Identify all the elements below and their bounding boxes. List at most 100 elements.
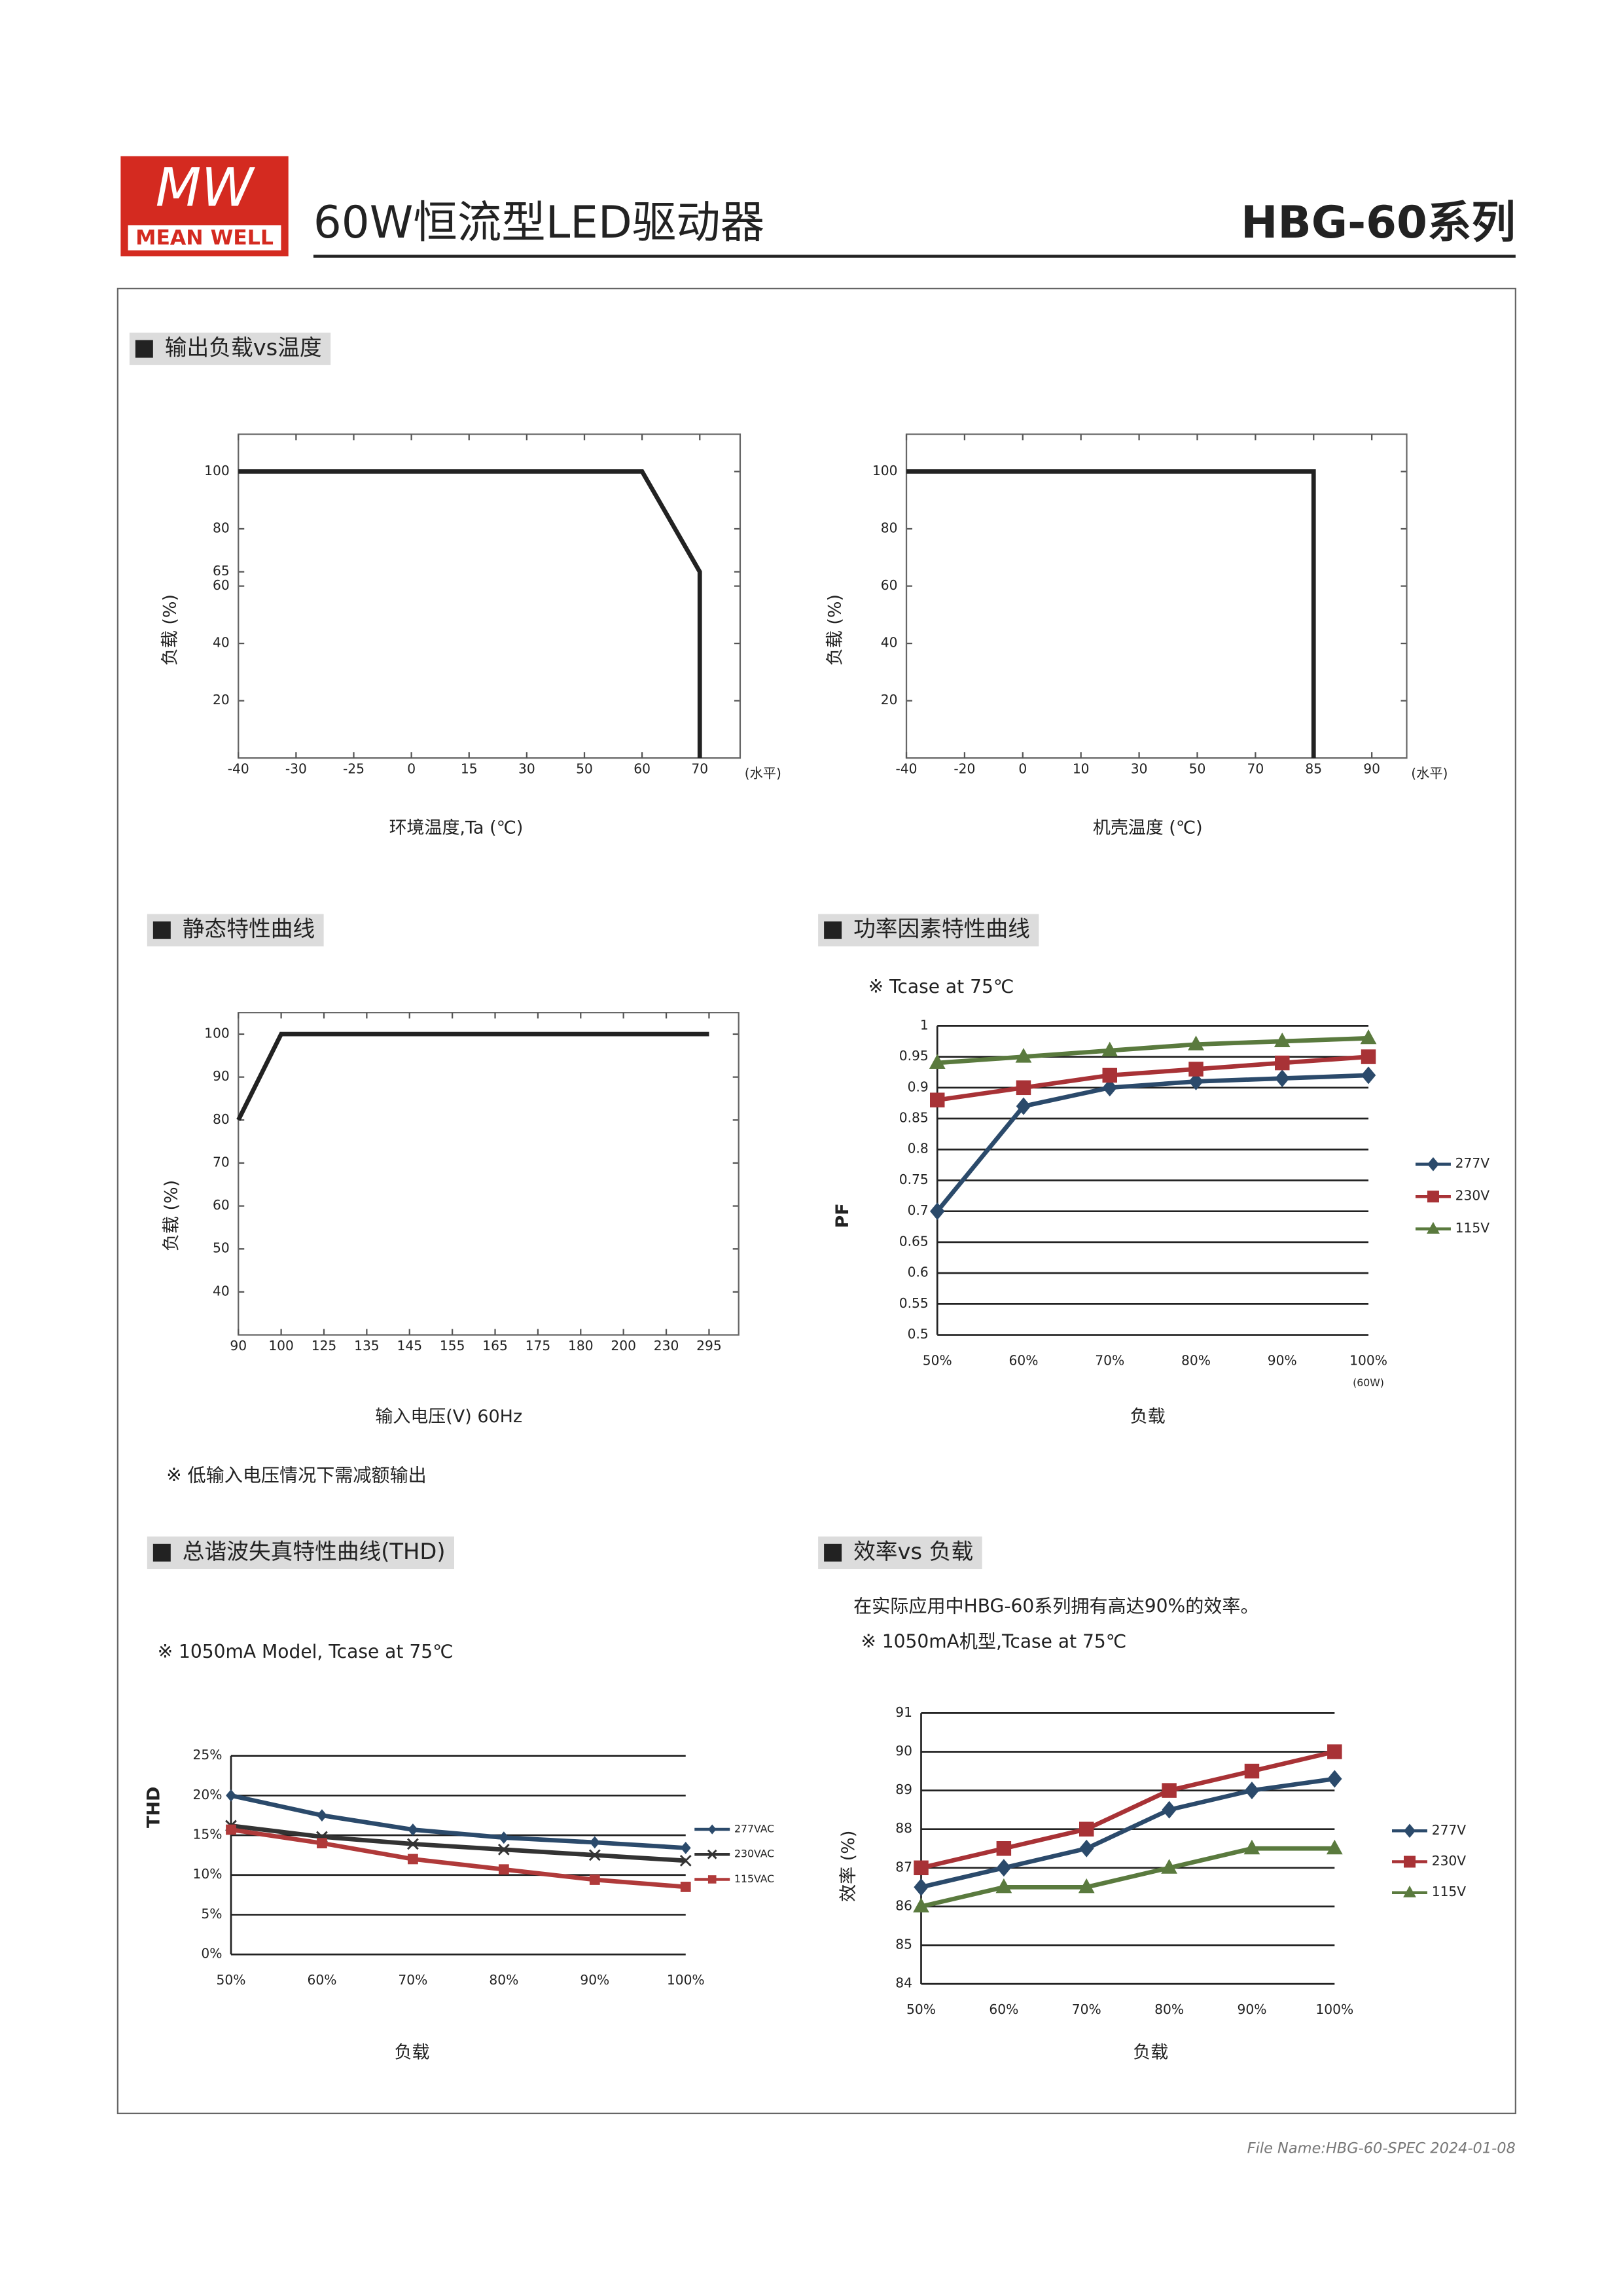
y-tick-label: 5% <box>201 1906 222 1922</box>
marker <box>1161 1859 1177 1874</box>
x-axis-label: 环境温度,Ta (℃) <box>389 818 524 838</box>
y-tick-label: 90 <box>213 1068 230 1084</box>
legend-label: 277VAC <box>734 1823 774 1835</box>
x-axis-suffix: (水平) <box>745 765 781 781</box>
marker <box>1079 1839 1094 1857</box>
marker <box>914 1878 929 1896</box>
marker <box>1102 1067 1117 1083</box>
x-tick-label: 155 <box>440 1338 465 1354</box>
y-tick-label: 100 <box>204 463 230 478</box>
marker <box>407 1838 419 1850</box>
x-axis-label: 输入电压(V) 60Hz <box>375 1407 522 1427</box>
y-tick-label: 25% <box>193 1747 223 1763</box>
y-tick-label: 100 <box>204 1025 230 1041</box>
x-tick-label: 175 <box>526 1338 551 1354</box>
y-tick-label: 89 <box>895 1782 912 1797</box>
x-tick-label: 50 <box>1189 761 1206 777</box>
y-tick-label: 84 <box>895 1975 912 1991</box>
x-tick-label: 70% <box>398 1972 427 1988</box>
section-bullet <box>152 921 171 939</box>
y-tick-label: 20 <box>881 692 898 708</box>
x-tick-label: 125 <box>312 1338 337 1354</box>
x-tick-label: 135 <box>354 1338 380 1354</box>
marker <box>1015 1048 1032 1063</box>
legend-label: 115V <box>1432 1884 1467 1899</box>
section-bullet <box>152 1543 171 1562</box>
section-title-bg <box>818 914 1039 946</box>
series-line <box>935 1073 1369 1213</box>
marker <box>1078 1878 1095 1893</box>
y-tick-label: 40 <box>213 635 230 651</box>
x-tick-label: 165 <box>482 1338 508 1354</box>
marker <box>996 1859 1012 1877</box>
legend-marker <box>1403 1885 1416 1897</box>
y-tick-label: 87 <box>895 1859 912 1874</box>
chart-note: ※ 1050mA Model, Tcase at 75℃ <box>158 1641 454 1662</box>
section-title-bg <box>818 1536 982 1570</box>
x-tick-label: 90% <box>1268 1353 1297 1369</box>
y-axis-label: 效率 (%) <box>838 1831 859 1902</box>
series-line <box>230 1793 686 1850</box>
y-axis-label: 负载 (%) <box>162 1180 182 1251</box>
x-tick-label: 60% <box>989 2001 1018 2017</box>
x-axis-label: 负载 <box>1130 1407 1166 1427</box>
marker <box>1188 1062 1204 1077</box>
section-bullet <box>824 921 842 939</box>
x-tick-label: 70% <box>1095 1353 1124 1369</box>
x-tick-label: 70% <box>1072 2001 1101 2017</box>
marker <box>317 1809 327 1822</box>
marker <box>680 1841 691 1854</box>
marker <box>1162 1783 1177 1798</box>
x-tick-label: 85 <box>1305 761 1322 777</box>
marker <box>226 1824 236 1835</box>
legend-label: 230V <box>1455 1188 1490 1204</box>
y-tick-label: 20% <box>193 1787 223 1803</box>
y-tick-label: 0.9 <box>908 1079 929 1094</box>
section-title: 效率vs 负载 <box>853 1539 973 1564</box>
y-tick-label: 80 <box>213 1111 230 1127</box>
legend-label: 277V <box>1455 1155 1490 1171</box>
marker <box>996 1841 1012 1856</box>
y-tick-label: 90 <box>895 1743 912 1759</box>
legend-marker <box>1427 1191 1439 1203</box>
content-frame <box>116 287 1516 2115</box>
x-tick-label: 50% <box>906 2001 936 2017</box>
marker <box>1361 1066 1376 1085</box>
plot-frame <box>238 433 741 759</box>
x-tick-label: 100% <box>1315 2001 1353 2017</box>
y-tick-label: 40 <box>213 1283 230 1299</box>
marker <box>1244 1763 1260 1779</box>
y-axis-label: THD <box>144 1787 164 1828</box>
marker <box>408 1823 418 1836</box>
marker <box>914 1860 929 1876</box>
x-tick-label: 100% <box>1349 1353 1387 1369</box>
chart-note: ※ Tcase at 75℃ <box>868 976 1014 997</box>
legend-label: 277V <box>1432 1822 1467 1838</box>
x-tick-label: 230 <box>654 1338 679 1354</box>
x-tick-label: 60% <box>307 1972 336 1988</box>
x-tick-label: 100% <box>667 1972 705 1988</box>
marker <box>589 1836 600 1849</box>
x-tick-label: 0 <box>407 761 416 777</box>
marker <box>1188 1072 1204 1090</box>
marker <box>1326 1839 1343 1855</box>
x-tick-label: 90% <box>580 1972 609 1988</box>
y-tick-label: 80 <box>213 520 230 535</box>
x-tick-label: 60% <box>1009 1353 1039 1369</box>
logo-band <box>128 225 281 251</box>
marker <box>498 1864 509 1875</box>
x-tick-label: 80% <box>1154 2001 1184 2017</box>
marker <box>1275 1069 1290 1088</box>
logo-brand: MEAN WELL <box>135 226 274 249</box>
marker <box>1274 1032 1291 1047</box>
x-axis-label: 机壳温度 (℃) <box>1093 818 1203 838</box>
x-tick-label: 180 <box>568 1338 594 1354</box>
x-tick-label: 50% <box>923 1353 952 1369</box>
legend-label: 230VAC <box>734 1848 774 1860</box>
y-tick-label: 20 <box>213 692 230 708</box>
x-tick-label: -30 <box>285 761 307 777</box>
chart-note: 在实际应用中HBG-60系列拥有高达90%的效率。 <box>853 1596 1259 1617</box>
legend-label: 230V <box>1432 1853 1467 1869</box>
y-axis-label: PF <box>832 1203 853 1228</box>
x-tick-label: -40 <box>228 761 249 777</box>
